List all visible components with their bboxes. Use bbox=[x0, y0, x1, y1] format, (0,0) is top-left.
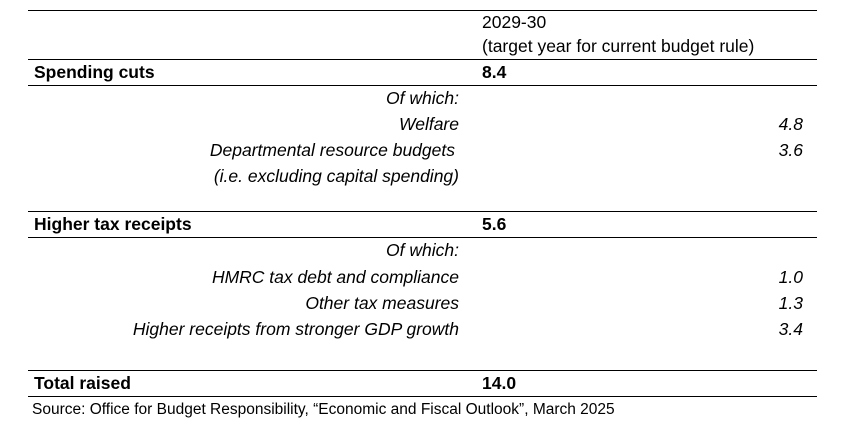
spending-header-rule bbox=[28, 59, 817, 60]
item-label-note: (i.e. excluding capital spending) bbox=[213, 166, 459, 186]
total-top-rule bbox=[28, 370, 817, 371]
item-label: Other tax measures bbox=[305, 293, 459, 313]
item-value: 1.0 bbox=[778, 267, 803, 287]
tax-header-rule bbox=[28, 211, 817, 212]
tax-bottom-rule bbox=[28, 237, 817, 238]
total-label: Total raised bbox=[34, 373, 131, 393]
item-label: HMRC tax debt and compliance bbox=[211, 267, 459, 287]
of-which-row: Of which: bbox=[28, 85, 817, 111]
category-total: 8.4 bbox=[482, 62, 507, 82]
spending-cuts-row: Spending cuts 8.4 bbox=[28, 59, 817, 85]
item-row-departmental: Departmental resource budgets 3.6 bbox=[28, 137, 817, 163]
year-note: (target year for current budget rule) bbox=[482, 36, 755, 56]
spending-bottom-rule bbox=[28, 85, 817, 86]
item-value: 4.8 bbox=[778, 114, 803, 134]
category-total: 5.6 bbox=[482, 214, 507, 234]
category-label: Spending cuts bbox=[34, 62, 155, 82]
total-value: 14.0 bbox=[482, 373, 517, 393]
item-label: Departmental resource budgets bbox=[209, 140, 455, 160]
item-row-departmental-note: (i.e. excluding capital spending) bbox=[28, 163, 817, 189]
of-which-label: Of which: bbox=[386, 240, 459, 260]
item-value: 3.4 bbox=[778, 319, 803, 339]
total-bottom-rule bbox=[28, 396, 817, 397]
of-which-row: Of which: bbox=[28, 237, 817, 263]
source-note: Source: Office for Budget Responsibility… bbox=[32, 401, 615, 418]
total-raised-row: Total raised 14.0 bbox=[28, 370, 817, 396]
item-label: Welfare bbox=[399, 114, 459, 134]
tax-receipts-row: Higher tax receipts 5.6 bbox=[28, 211, 817, 237]
item-row-hmrc: HMRC tax debt and compliance 1.0 bbox=[28, 264, 817, 290]
item-value: 3.6 bbox=[778, 140, 803, 160]
item-label: Higher receipts from stronger GDP growth bbox=[132, 319, 459, 339]
item-row-gdp-growth: Higher receipts from stronger GDP growth… bbox=[28, 316, 817, 342]
item-row-welfare: Welfare 4.8 bbox=[28, 111, 817, 137]
category-label: Higher tax receipts bbox=[34, 214, 192, 234]
of-which-label: Of which: bbox=[386, 88, 459, 108]
item-row-other-tax: Other tax measures 1.3 bbox=[28, 290, 817, 316]
item-value: 1.3 bbox=[778, 293, 803, 313]
year-header: 2029-30 bbox=[482, 12, 547, 32]
top-rule bbox=[28, 10, 817, 11]
